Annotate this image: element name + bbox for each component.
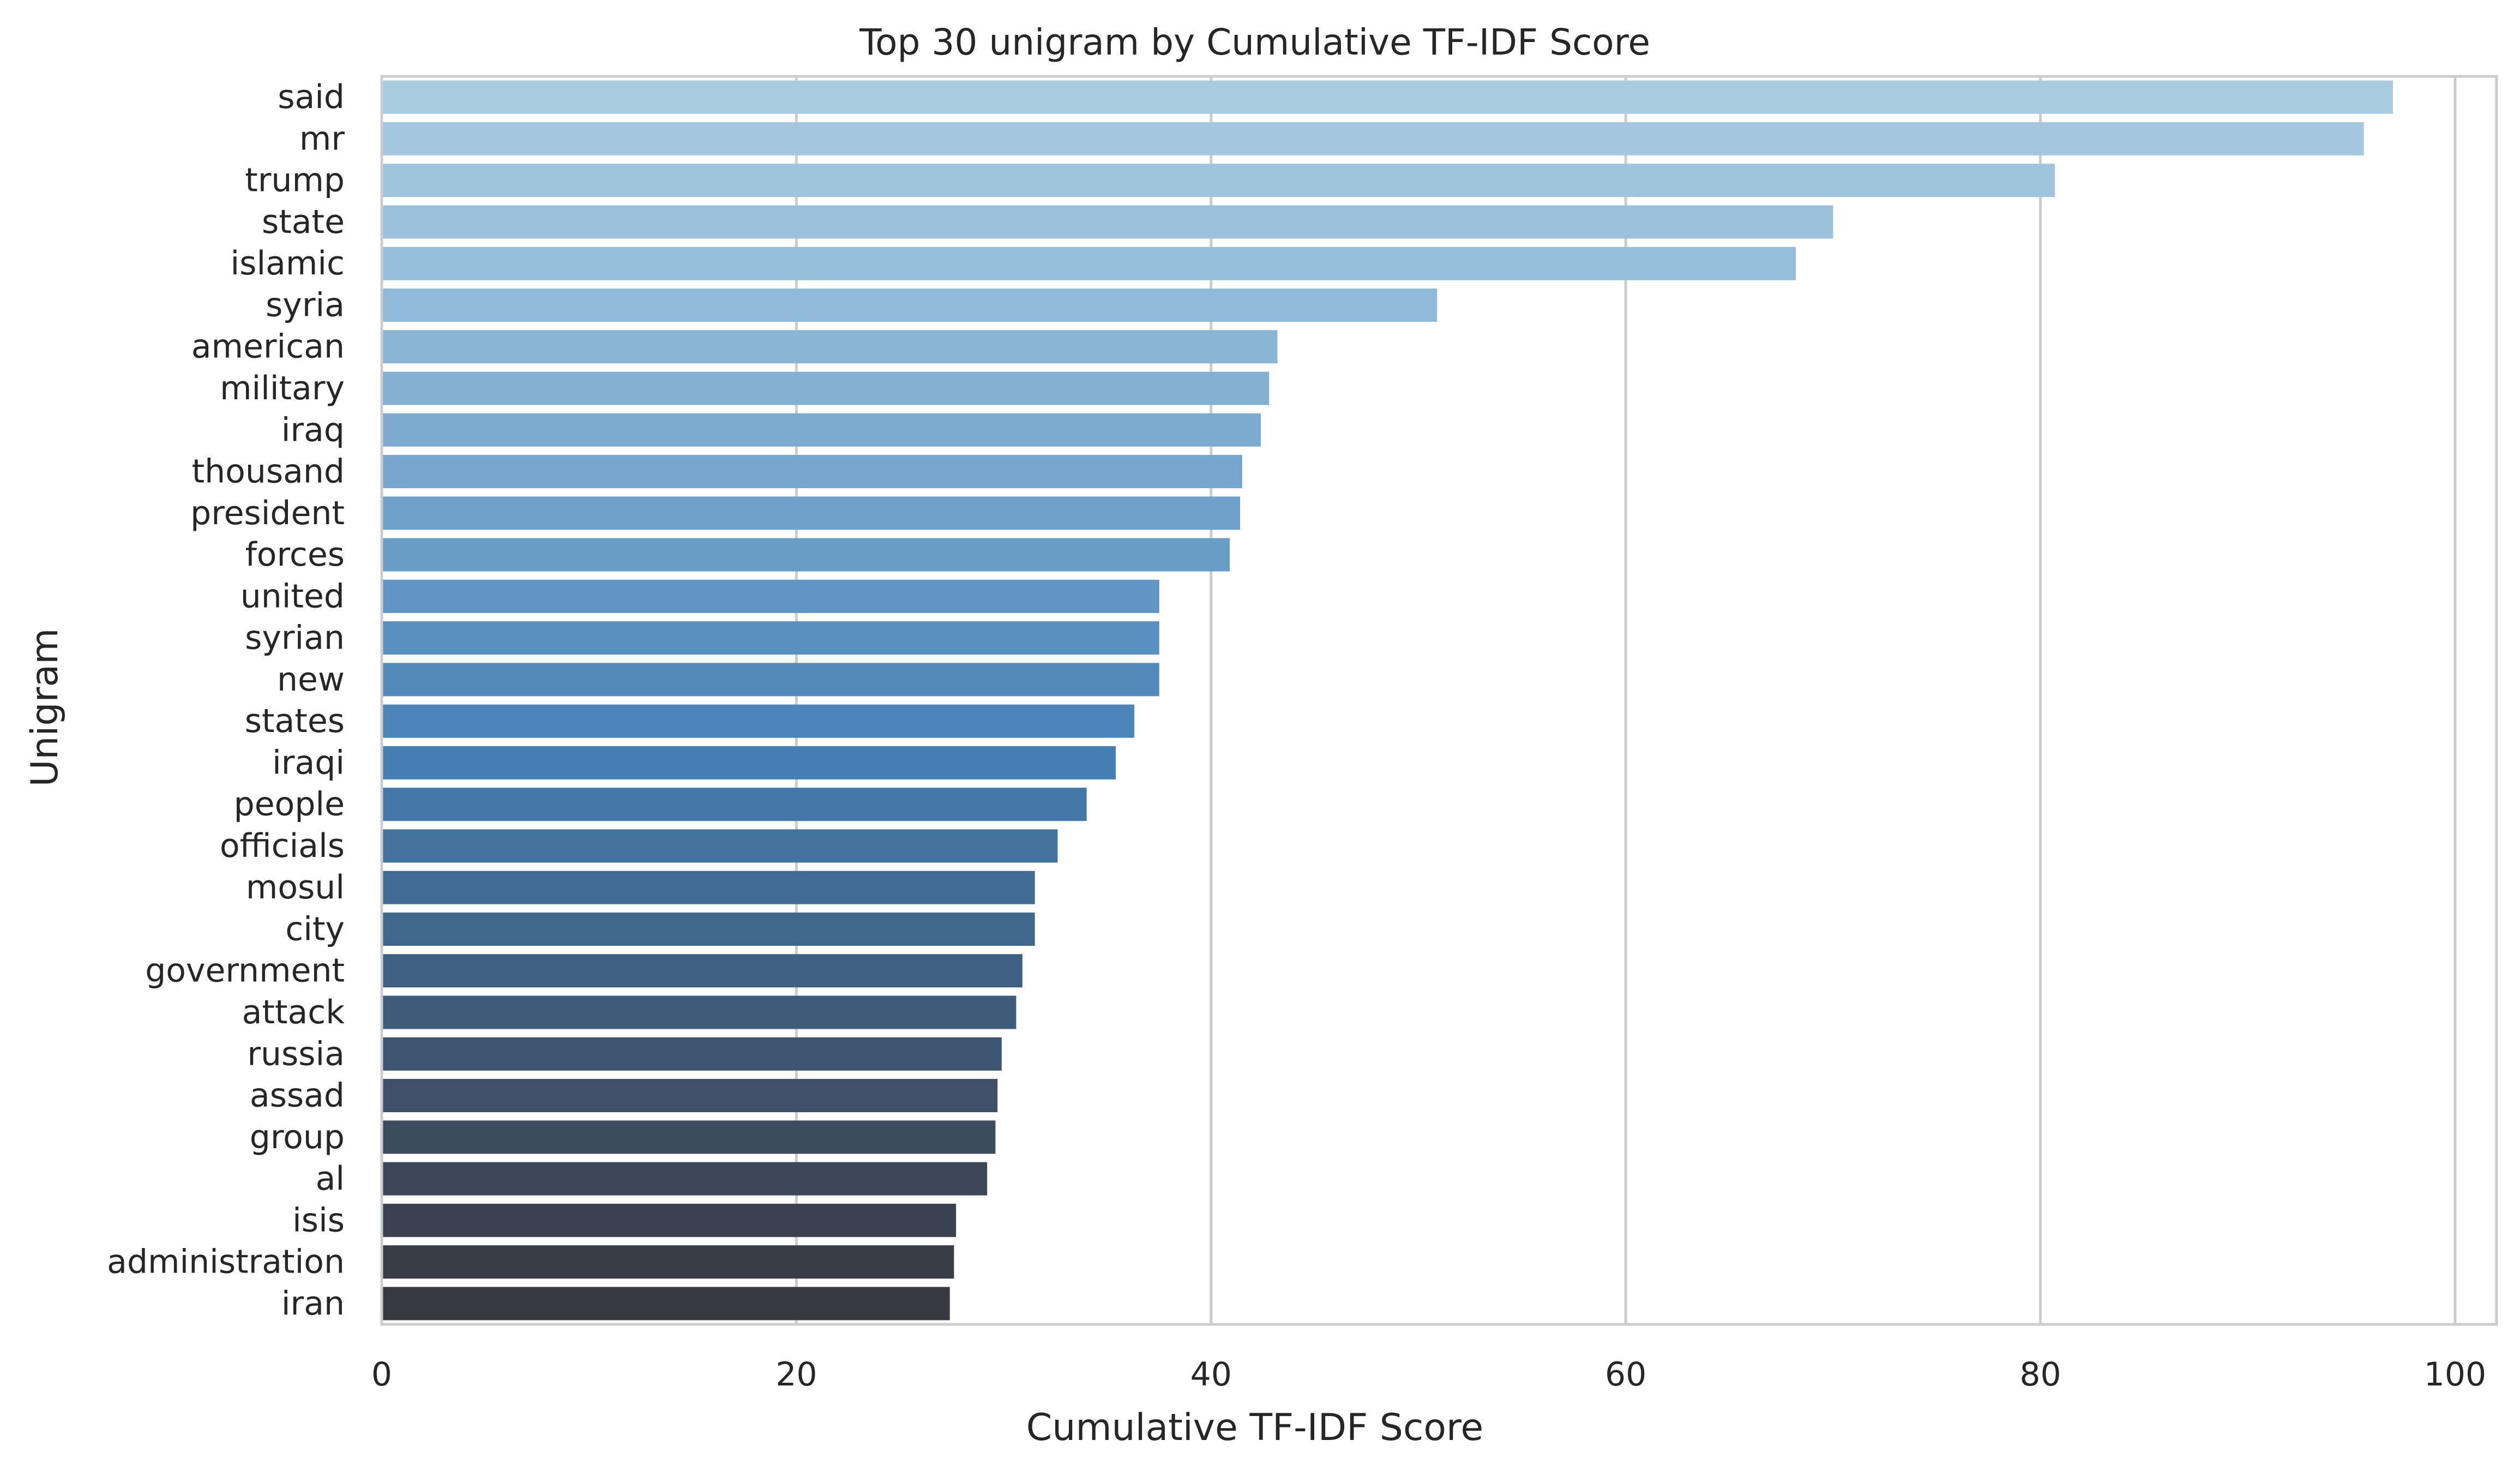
bar-military	[382, 371, 1270, 405]
bar-isis	[382, 1203, 957, 1237]
bar-syrian	[382, 621, 1159, 655]
y-tick-label: united	[240, 577, 345, 615]
y-tick-label: isis	[292, 1201, 345, 1239]
bar-trump	[382, 164, 2055, 197]
bar-thousand	[382, 455, 1242, 489]
y-tick-label: russia	[247, 1035, 345, 1073]
y-tick-label: al	[316, 1160, 345, 1198]
bar-city	[382, 912, 1035, 946]
y-tick-label: islamic	[231, 244, 345, 283]
bar-mr	[382, 122, 2364, 155]
y-tick-label: officials	[220, 827, 345, 865]
bar-syria	[382, 288, 1438, 322]
y-tick-label: president	[190, 494, 345, 532]
bar-al	[382, 1162, 988, 1196]
y-tick-label: people	[234, 785, 345, 824]
bar-islamic	[382, 247, 1796, 280]
bar-government	[382, 954, 1023, 988]
bar-iraq	[382, 413, 1261, 447]
y-tick-label: attack	[242, 993, 345, 1031]
y-tick-label: new	[277, 661, 345, 699]
y-tick-label: military	[220, 369, 345, 407]
y-tick-label: forces	[245, 536, 345, 574]
y-tick-label: mr	[299, 119, 345, 158]
bar-state	[382, 205, 1833, 239]
y-axis-label: Unigram	[23, 628, 67, 787]
y-tick-label: administration	[107, 1243, 345, 1281]
bar-american	[382, 330, 1278, 364]
bar-forces	[382, 538, 1230, 572]
y-tick-label: thousand	[192, 453, 345, 491]
bar-said	[382, 80, 2393, 114]
y-tick-label: assad	[250, 1077, 345, 1115]
x-tick-label: 40	[1190, 1355, 1232, 1394]
bar-united	[382, 579, 1159, 613]
x-tick-label: 20	[775, 1355, 817, 1394]
y-tick-label: government	[145, 952, 345, 990]
bar-iraqi	[382, 746, 1116, 779]
bar-attack	[382, 995, 1017, 1029]
y-tick-label: syrian	[245, 619, 345, 657]
chart-title: Top 30 unigram by Cumulative TF-IDF Scor…	[859, 21, 1650, 63]
y-tick-label: american	[191, 328, 345, 366]
bar-iran	[382, 1287, 950, 1321]
y-tick-label: iraq	[281, 411, 345, 449]
x-tick-label: 0	[371, 1355, 392, 1394]
y-tick-label: state	[262, 203, 345, 241]
bar-people	[382, 788, 1087, 821]
y-tick-label: trump	[245, 161, 345, 200]
bar-president	[382, 496, 1241, 530]
bar-russia	[382, 1037, 1002, 1071]
x-tick-label: 80	[2019, 1355, 2061, 1394]
y-tick-label: group	[250, 1118, 345, 1156]
bar-new	[382, 663, 1159, 697]
plot-frame	[380, 75, 2498, 1326]
y-tick-label: iran	[281, 1285, 345, 1323]
gridlines	[795, 76, 2457, 1324]
y-tick-label: iraqi	[272, 743, 345, 782]
x-tick-label: 60	[1605, 1355, 1646, 1394]
y-tick-label: city	[285, 910, 345, 948]
y-tick-label: mosul	[246, 868, 345, 907]
bars	[382, 80, 2393, 1321]
x-axis-label: Cumulative TF-IDF Score	[1026, 1406, 1484, 1449]
bar-states	[382, 704, 1135, 738]
bar-mosul	[382, 871, 1035, 904]
x-tick-label: 100	[2424, 1355, 2487, 1394]
bar-assad	[382, 1079, 998, 1113]
y-tick-label: said	[278, 78, 345, 116]
bar-officials	[382, 829, 1058, 863]
y-tick-label: states	[245, 702, 345, 740]
y-tick-label: syria	[266, 286, 345, 324]
bar-administration	[382, 1245, 954, 1279]
bar-group	[382, 1120, 996, 1154]
x-tick-labels: 0 20 40 60 80 100	[371, 1355, 2486, 1394]
